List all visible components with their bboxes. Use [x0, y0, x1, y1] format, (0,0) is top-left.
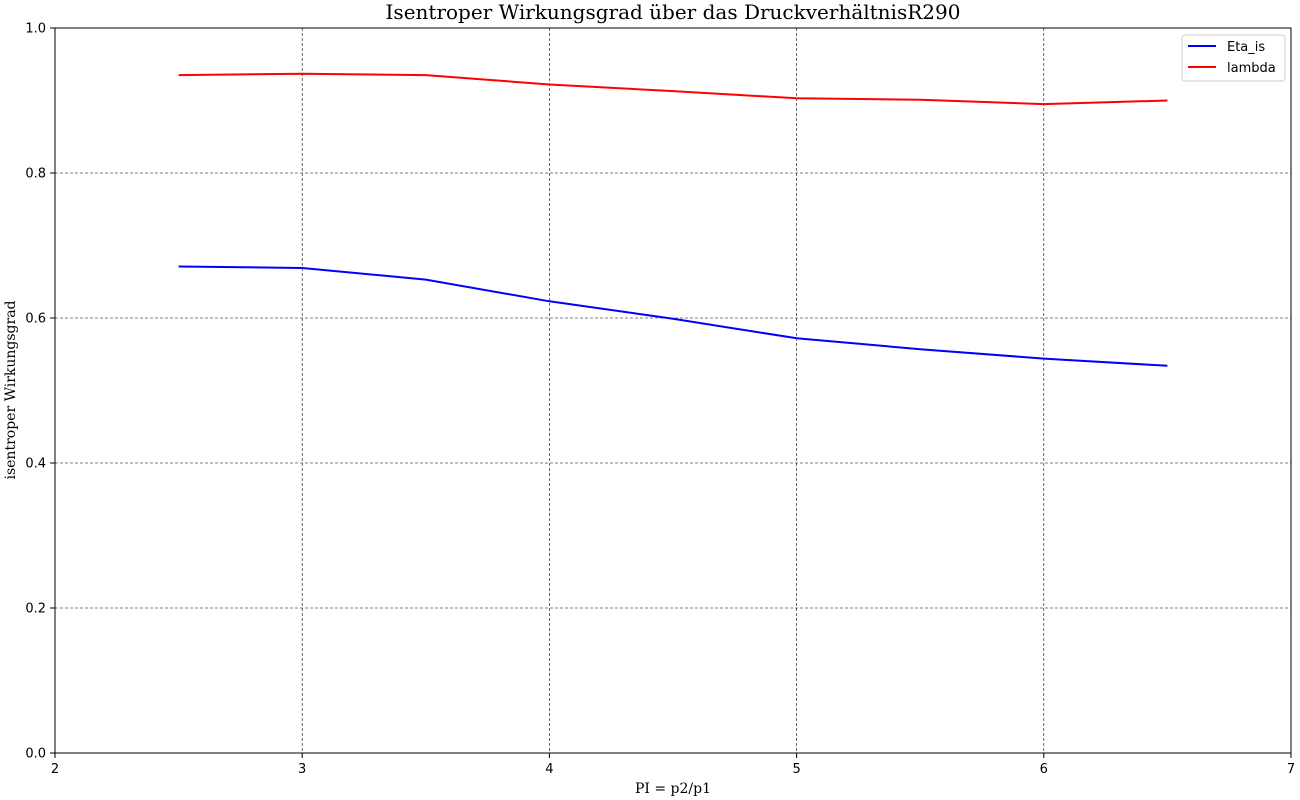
chart-title: Isentroper Wirkungsgrad über das Druckve…	[386, 0, 961, 24]
x-axis-ticks: 2 3 4 5 6 7	[51, 753, 1295, 777]
y-axis-label: isentroper Wirkungsgrad	[3, 300, 19, 479]
y-tick-label: 1.0	[25, 22, 46, 37]
grid-lines	[55, 28, 1291, 753]
x-tick-label: 3	[298, 762, 306, 777]
legend-label-lambda: lambda	[1227, 61, 1276, 76]
x-tick-label: 2	[51, 762, 59, 777]
y-tick-label: 0.4	[25, 457, 46, 472]
x-tick-label: 5	[792, 762, 800, 777]
x-tick-label: 4	[545, 762, 553, 777]
x-tick-label: 7	[1287, 762, 1295, 777]
x-axis-label: PI = p2/p1	[635, 781, 711, 797]
series-line-eta-is	[178, 265, 1168, 367]
legend-label-eta-is: Eta_is	[1227, 40, 1265, 55]
y-tick-label: 0.0	[25, 747, 46, 762]
plot-area-frame	[54, 27, 1292, 754]
y-axis-ticks: 0.0 0.2 0.4 0.6 0.8 1.0	[25, 22, 55, 762]
plot-series	[178, 72, 1168, 367]
series-line-lambda	[178, 72, 1168, 106]
legend: Eta_is lambda	[1181, 34, 1286, 82]
y-tick-label: 0.2	[25, 602, 46, 617]
x-tick-label: 6	[1040, 762, 1048, 777]
y-tick-label: 0.6	[25, 312, 46, 327]
y-tick-label: 0.8	[25, 167, 46, 182]
